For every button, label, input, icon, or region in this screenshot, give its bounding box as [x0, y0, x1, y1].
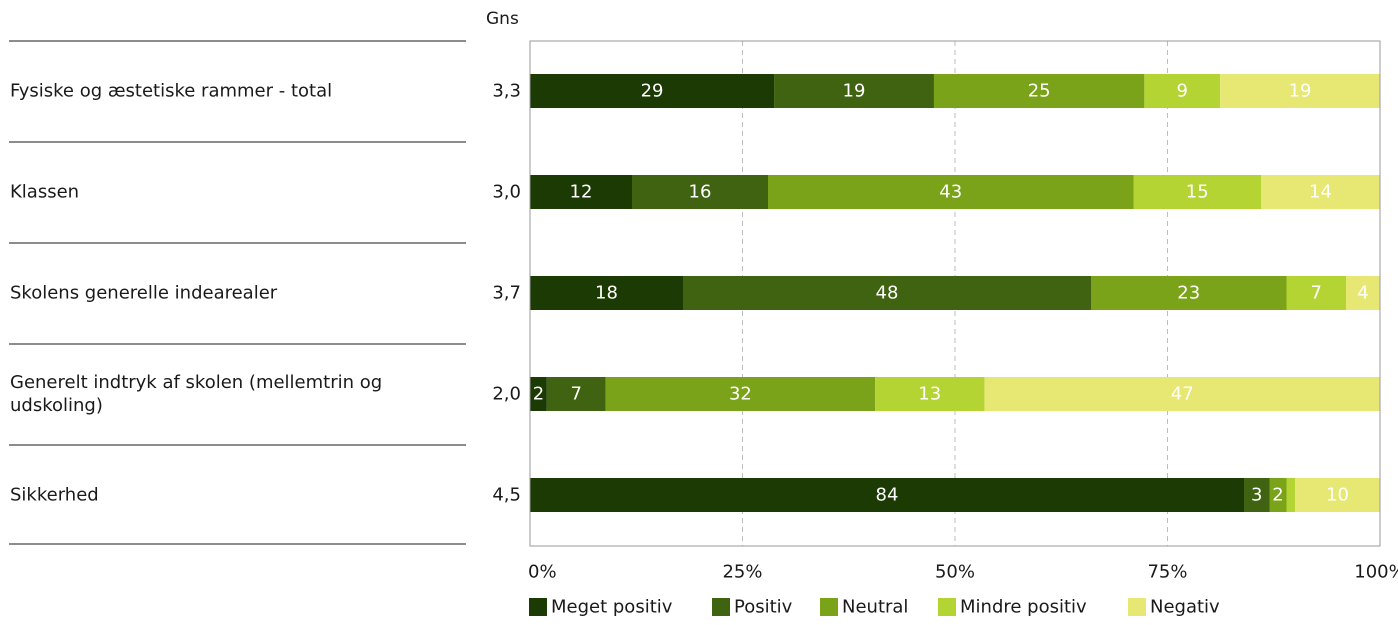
data-label: 3 — [1251, 485, 1262, 506]
bar-row: 18 48 23 7 4 — [530, 276, 1380, 310]
bar-segment — [1244, 478, 1270, 512]
data-label: 18 — [595, 283, 618, 304]
legend-swatch — [1128, 598, 1146, 616]
legend-swatch — [938, 598, 956, 616]
legend-label: Meget positiv — [551, 597, 673, 618]
data-label: 7 — [1311, 283, 1322, 304]
legend-label: Positiv — [734, 597, 793, 618]
average-header: Gns — [486, 9, 519, 29]
data-label: 4 — [1357, 283, 1368, 304]
x-tick-label: 50% — [935, 562, 975, 583]
average-value: 3,0 — [492, 182, 521, 203]
data-label: 10 — [1326, 485, 1349, 506]
data-label: 2 — [1272, 485, 1283, 506]
bar-segment — [1144, 74, 1221, 108]
average-value: 3,7 — [492, 283, 521, 304]
x-tick-label: 75% — [1147, 562, 1187, 583]
bar-segment — [1346, 276, 1380, 310]
bar-row: 12 16 43 15 14 — [530, 175, 1380, 209]
bar-segment — [1091, 276, 1287, 310]
data-label: 16 — [689, 182, 712, 203]
legend-item: Meget positiv — [529, 597, 673, 618]
bar-row: 2 7 32 13 47 — [530, 377, 1380, 411]
legend-item: Neutral — [820, 597, 908, 618]
bar-segment — [632, 175, 768, 209]
bar-segment — [1133, 175, 1261, 209]
bar-segment — [984, 377, 1380, 411]
bar-segment — [530, 478, 1244, 512]
category-label: Generelt indtryk af skolen (mellemtrin o… — [10, 372, 382, 416]
bar-segment — [605, 377, 876, 411]
data-label: 13 — [918, 384, 941, 405]
legend-swatch — [712, 598, 730, 616]
data-label: 12 — [570, 182, 593, 203]
category-label: Skolens generelle indearealer — [10, 283, 278, 304]
bar-segment — [546, 377, 606, 411]
bar-segment — [530, 74, 775, 108]
category-label: Fysiske og æstetiske rammer - total — [10, 81, 332, 102]
bar-segment — [530, 276, 683, 310]
plot-frame — [529, 40, 1381, 547]
bar-segment — [875, 377, 985, 411]
data-label: 19 — [1289, 81, 1312, 102]
data-label: 23 — [1177, 283, 1200, 304]
average-value: 2,0 — [492, 384, 521, 405]
legend-item: Negativ — [1128, 597, 1220, 618]
legend-swatch — [529, 598, 547, 616]
bar-segment — [933, 74, 1145, 108]
bar-row: 84 3 2 10 — [530, 478, 1380, 512]
bar-segment — [774, 74, 934, 108]
data-label: 7 — [571, 384, 582, 405]
legend-item: Positiv — [712, 597, 793, 618]
data-label: 32 — [729, 384, 752, 405]
data-label: 9 — [1177, 81, 1188, 102]
bar-segment — [1220, 74, 1380, 108]
bar-segment — [530, 377, 547, 411]
x-tick-label: 25% — [722, 562, 762, 583]
x-tick-label: 100% — [1354, 562, 1398, 583]
data-label: 19 — [843, 81, 866, 102]
bar-segment — [530, 175, 632, 209]
bar-segment — [1295, 478, 1380, 512]
data-label: 84 — [876, 485, 899, 506]
data-label: 15 — [1186, 182, 1209, 203]
bar-segment — [1269, 478, 1287, 512]
data-label: 25 — [1028, 81, 1051, 102]
bar-segment — [1286, 276, 1346, 310]
bar-segment — [1261, 175, 1380, 209]
data-label: 47 — [1171, 384, 1194, 405]
data-label: 43 — [939, 182, 962, 203]
bar-segment — [1286, 478, 1295, 512]
x-tick-label: 0% — [528, 562, 557, 583]
legend-label: Negativ — [1150, 597, 1220, 618]
legend-swatch — [820, 598, 838, 616]
legend-label: Mindre positiv — [960, 597, 1087, 618]
data-label: 29 — [641, 81, 664, 102]
bar-segment — [683, 276, 1091, 310]
bar-row: 29 19 25 9 19 — [530, 74, 1380, 108]
average-value: 4,5 — [492, 485, 521, 506]
legend-label: Neutral — [842, 597, 908, 618]
bar-segment — [768, 175, 1134, 209]
category-label: Sikkerhed — [10, 485, 99, 506]
legend-item: Mindre positiv — [938, 597, 1087, 618]
data-label: 2 — [533, 384, 544, 405]
average-value: 3,3 — [492, 81, 521, 102]
data-label: 14 — [1309, 182, 1332, 203]
data-label: 48 — [876, 283, 899, 304]
category-label: Klassen — [10, 182, 79, 203]
